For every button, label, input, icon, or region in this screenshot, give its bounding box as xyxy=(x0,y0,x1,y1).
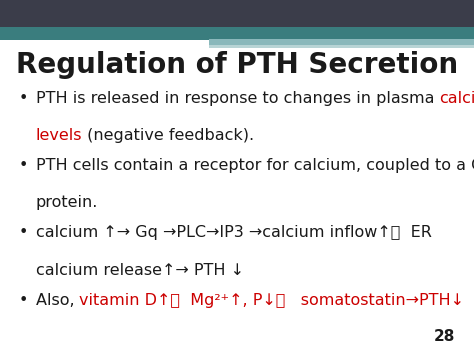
Text: •: • xyxy=(19,91,28,105)
Text: 28: 28 xyxy=(434,329,455,344)
Text: calcium release↑→ PTH ↓: calcium release↑→ PTH ↓ xyxy=(36,263,244,278)
Bar xyxy=(209,39,474,45)
Bar xyxy=(209,45,474,48)
Text: PTH is released in response to changes in plasma: PTH is released in response to changes i… xyxy=(36,91,439,105)
Bar xyxy=(0,0,474,29)
Text: levels: levels xyxy=(36,128,82,143)
Text: •: • xyxy=(19,158,28,173)
Text: protein.: protein. xyxy=(36,195,98,210)
Text: PTH cells contain a receptor for calcium, coupled to a G: PTH cells contain a receptor for calcium… xyxy=(36,158,474,173)
Text: vitamin D↑，  Mg²⁺↑, P↓，   somatostatin→PTH↓: vitamin D↑， Mg²⁺↑, P↓， somatostatin→PTH↓ xyxy=(79,293,465,308)
Text: •: • xyxy=(19,293,28,308)
Text: •: • xyxy=(19,225,28,240)
Text: (negative feedback).: (negative feedback). xyxy=(82,128,254,143)
Text: calcium ↑→ Gq →PLC→IP3 →calcium inflow↑，  ER: calcium ↑→ Gq →PLC→IP3 →calcium inflow↑，… xyxy=(36,225,431,240)
Text: Regulation of PTH Secretion: Regulation of PTH Secretion xyxy=(16,51,458,80)
Bar xyxy=(0,27,474,40)
Text: calcium: calcium xyxy=(439,91,474,105)
Text: Also,: Also, xyxy=(36,293,79,308)
